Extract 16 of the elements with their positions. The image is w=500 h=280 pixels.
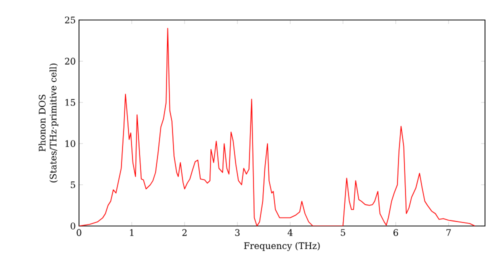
x-axis-title: Frequency (THz)	[244, 242, 320, 251]
x-tick-label: 7	[446, 229, 451, 236]
x-tick-label: 6	[394, 229, 398, 236]
y-tick-label: 10	[66, 140, 76, 147]
y-axis-title: Phonon DOS (States/THz·primitive cell)	[38, 64, 58, 182]
y-tick-label: 25	[65, 16, 76, 24]
x-tick-label: 2	[182, 229, 187, 236]
y-tick-label: 15	[66, 99, 76, 106]
x-tick-label: 1	[130, 229, 134, 236]
x-tick-label: 4	[288, 229, 293, 236]
y-tick-label: 0	[70, 222, 76, 230]
x-tick-label: 0	[76, 229, 82, 236]
y-tick-label: 5	[70, 181, 76, 188]
x-tick-label: 5	[340, 229, 346, 236]
y-tick-label: 20	[65, 58, 76, 65]
x-tick-label: 3	[235, 229, 240, 236]
